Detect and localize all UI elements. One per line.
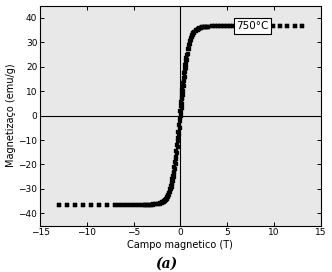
Text: (a): (a) — [155, 257, 177, 271]
X-axis label: Campo magnetico (T): Campo magnetico (T) — [127, 240, 233, 250]
Y-axis label: Magnetizaço (emu/g): Magnetizaço (emu/g) — [6, 64, 16, 167]
Text: 750°C: 750°C — [236, 21, 269, 31]
